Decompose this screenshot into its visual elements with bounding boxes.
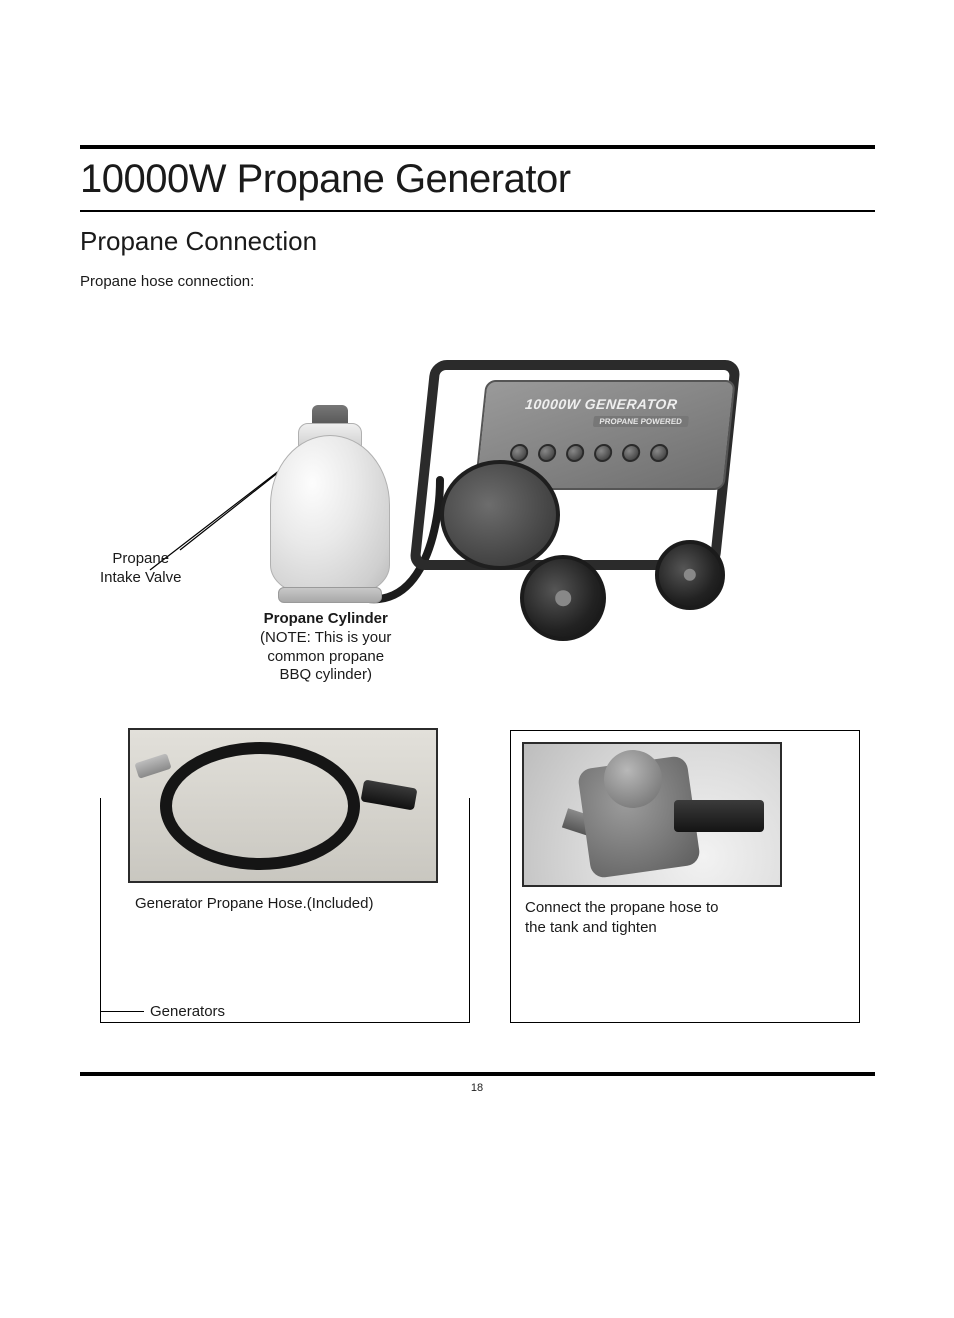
page-number: 18 xyxy=(0,1082,954,1094)
wheel-icon xyxy=(655,540,725,610)
outlet-icon xyxy=(649,444,669,462)
outlet-icon xyxy=(593,444,613,462)
outlet-icon xyxy=(565,444,585,462)
section-title: Propane Connection xyxy=(80,226,875,257)
footer-rule xyxy=(80,1072,875,1076)
panel-subtext: PROPANE POWERED xyxy=(593,416,689,427)
cylinder-note-line2: common propane xyxy=(260,648,391,667)
lower-figures: Generator Propane Hose.(Included) Connec… xyxy=(80,730,875,1030)
connect-caption-line1: Connect the propane hose to xyxy=(525,898,825,918)
outlet-icon xyxy=(537,444,557,462)
wheel-hub xyxy=(684,569,696,581)
cylinder-label: Propane Cylinder (NOTE: This is your com… xyxy=(260,610,391,685)
propane-tank-illustration xyxy=(270,405,390,595)
cylinder-note-line3: BBQ cylinder) xyxy=(260,666,391,685)
intake-valve-label-line1: Propane xyxy=(100,550,181,569)
wheel-hub xyxy=(555,590,571,606)
outlet-icon xyxy=(509,444,529,462)
section-subtext: Propane hose connection: xyxy=(80,273,875,290)
tank-body xyxy=(270,435,390,595)
page-title: 10000W Propane Generator xyxy=(80,155,875,210)
intake-valve-label-line2: Intake Valve xyxy=(100,569,181,588)
intake-valve-label: Propane Intake Valve xyxy=(100,550,181,588)
generators-tick xyxy=(100,1011,144,1012)
top-rule xyxy=(80,145,875,149)
page-content: 10000W Propane Generator Propane Connect… xyxy=(80,145,875,1030)
hose-loop-icon xyxy=(160,742,360,870)
valve-knob-icon xyxy=(604,750,662,808)
panel-brand-text: 10000W GENERATOR xyxy=(524,396,678,412)
hose-photo xyxy=(128,728,438,883)
cylinder-note-line1: (NOTE: This is your xyxy=(260,629,391,648)
outlet-icon xyxy=(621,444,641,462)
hose-caption: Generator Propane Hose.(Included) xyxy=(135,895,373,912)
outlet-row xyxy=(509,444,669,462)
generator-illustration: 10000W GENERATOR PROPANE POWERED xyxy=(410,340,750,620)
connect-caption-line2: the tank and tighten xyxy=(525,918,825,938)
main-figure: Propane Intake Valve 10000W GENERATOR PR… xyxy=(80,300,875,700)
tank-foot xyxy=(278,587,382,603)
wheel-icon xyxy=(520,555,606,641)
title-underline xyxy=(80,210,875,212)
generator-engine xyxy=(440,460,560,570)
valve-connector-icon xyxy=(674,800,764,832)
generators-label: Generators xyxy=(150,1003,225,1020)
cylinder-title: Propane Cylinder xyxy=(260,610,391,629)
connect-caption: Connect the propane hose to the tank and… xyxy=(525,898,825,937)
valve-photo xyxy=(522,742,782,887)
